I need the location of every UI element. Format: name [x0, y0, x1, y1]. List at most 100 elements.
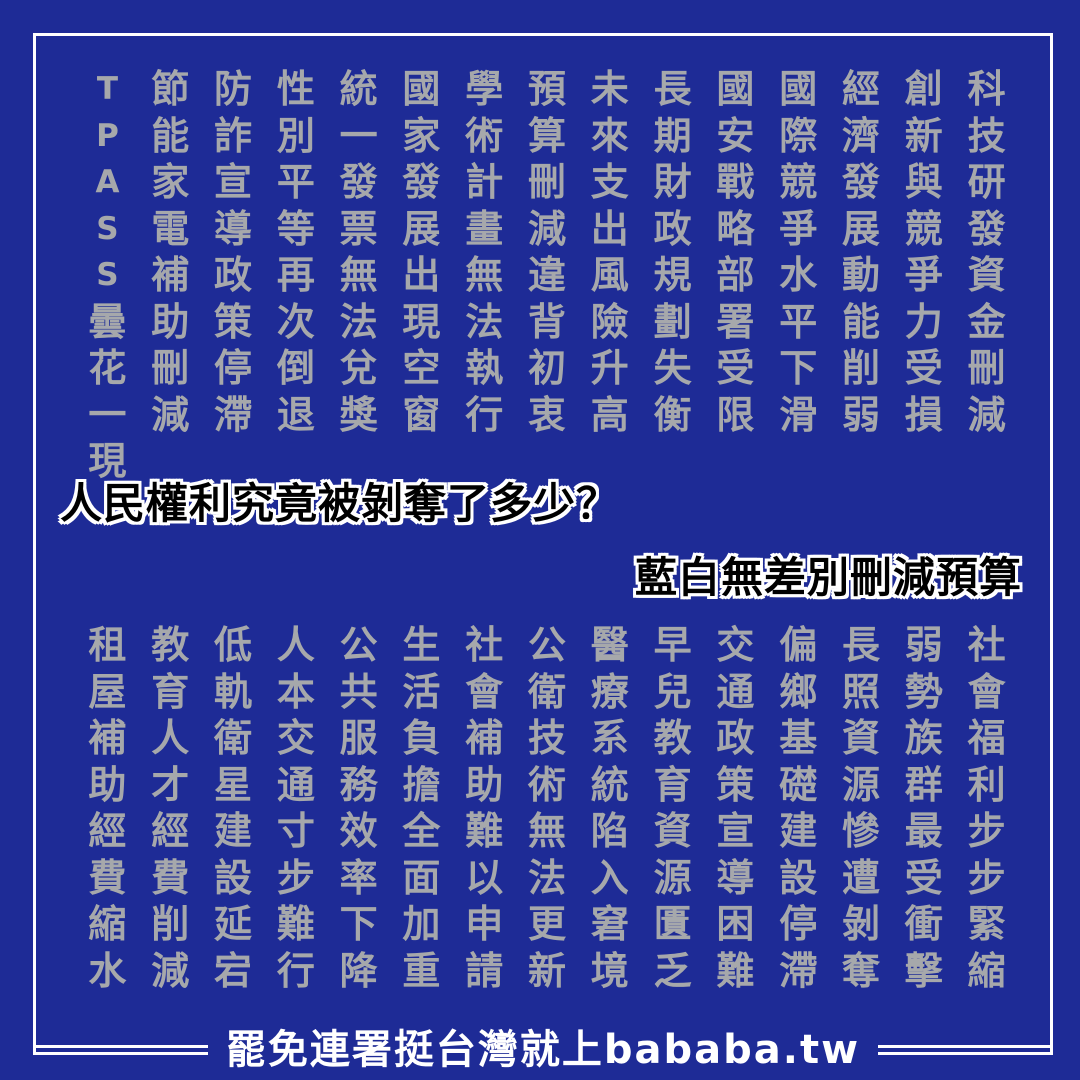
issue-character: 滑 [779, 392, 818, 437]
issue-character: 無 [528, 809, 567, 853]
issue-character: 導 [214, 206, 253, 251]
issue-character: 競 [904, 206, 943, 251]
issue-character: 空 [402, 346, 441, 390]
issue-column: 科技研發資金刪減 [955, 66, 1018, 485]
issue-character: 節 [151, 67, 190, 111]
issue-character: 能 [841, 299, 880, 344]
issue-character: 風 [590, 253, 629, 297]
issue-character: 補 [465, 716, 504, 760]
issue-character: 違 [528, 253, 567, 297]
issue-character: 交 [276, 716, 315, 760]
issue-column: 統一發票無法兌獎 [327, 66, 390, 485]
issue-character: 活 [402, 669, 441, 714]
issue-character: 兒 [653, 669, 692, 714]
issue-character: 建 [779, 809, 818, 853]
issue-column: 弱勢族群最受衝擊 [892, 622, 955, 994]
issue-character: 滯 [779, 948, 818, 993]
issue-character: 下 [779, 346, 818, 390]
issue-character: 衡 [653, 392, 692, 437]
bottom-issue-grid: 社會福利步步緊縮弱勢族群最受衝擊長照資源慘遭剝奪偏鄉基礎建設停滯交通政策宣導困難… [76, 622, 1018, 994]
issue-character: 社 [465, 623, 504, 667]
issue-character: 公 [528, 623, 567, 667]
issue-character: A [95, 164, 120, 200]
issue-character: 部 [716, 253, 755, 297]
issue-character: 政 [653, 206, 692, 251]
issue-character: 行 [276, 948, 315, 993]
issue-character: 低 [214, 623, 253, 667]
issue-character: 失 [653, 346, 692, 390]
issue-character: 支 [590, 160, 629, 204]
issue-column: 低軌衛星建設延宕 [202, 622, 265, 994]
issue-character: 擔 [402, 762, 441, 807]
issue-character: 規 [653, 253, 692, 297]
issue-character: 法 [528, 855, 567, 900]
headline-question: 人民權利究竟被剝奪了多少？ [60, 479, 620, 528]
issue-character: 早 [653, 623, 692, 667]
issue-character: 設 [779, 855, 818, 900]
issue-character: 福 [967, 716, 1006, 760]
issue-character: 縮 [88, 902, 127, 946]
issue-character: 等 [276, 206, 315, 251]
issue-character: 與 [904, 160, 943, 204]
issue-character: S [96, 210, 119, 247]
issue-character: 教 [653, 716, 692, 760]
issue-character: 擊 [904, 948, 943, 993]
issue-character: 展 [841, 206, 880, 251]
issue-character: 助 [88, 762, 127, 807]
issue-character: 技 [528, 716, 567, 760]
issue-character: 際 [779, 113, 818, 158]
issue-character: 勢 [904, 669, 943, 714]
issue-character: 才 [151, 762, 190, 807]
issue-character: 法 [339, 299, 378, 344]
issue-character: 緊 [967, 902, 1006, 946]
issue-character: 術 [528, 762, 567, 807]
issue-character: 加 [402, 902, 441, 946]
issue-character: 照 [841, 669, 880, 714]
issue-character: 資 [841, 716, 880, 760]
issue-character: 下 [339, 902, 378, 946]
issue-character: 停 [214, 346, 253, 390]
issue-column: 國際競爭水平下滑 [767, 66, 830, 485]
issue-character: 背 [528, 299, 567, 344]
issue-character: 受 [904, 855, 943, 900]
issue-character: 本 [276, 669, 315, 714]
issue-character: 計 [465, 160, 504, 204]
issue-character: 步 [967, 809, 1006, 853]
issue-column: 未來支出風險升高 [578, 66, 641, 485]
issue-character: S [96, 257, 119, 293]
issue-character: 水 [779, 253, 818, 297]
issue-character: 全 [402, 809, 441, 853]
issue-column: 醫療系統陷入窘境 [578, 622, 641, 994]
issue-character: 窗 [402, 392, 441, 437]
issue-character: 國 [716, 67, 755, 111]
issue-character: 策 [214, 299, 253, 344]
issue-character: 發 [402, 160, 441, 204]
issue-character: 刪 [528, 160, 567, 204]
issue-character: 務 [339, 762, 378, 807]
issue-character: 服 [339, 716, 378, 760]
issue-character: 展 [402, 206, 441, 251]
issue-character: 新 [904, 113, 943, 158]
issue-character: 能 [151, 113, 190, 158]
issue-character: 滯 [214, 392, 253, 437]
issue-character: 術 [465, 113, 504, 158]
issue-character: 家 [151, 160, 190, 204]
issue-character: 共 [339, 669, 378, 714]
issue-character: 平 [276, 160, 315, 204]
issue-character: 鄉 [779, 669, 818, 714]
issue-character: 刪 [151, 346, 190, 390]
issue-character: 行 [465, 392, 504, 437]
issue-character: 申 [465, 902, 504, 946]
issue-character: 降 [339, 948, 378, 993]
issue-character: 動 [841, 253, 880, 297]
issue-character: 導 [716, 855, 755, 900]
issue-character: 國 [779, 67, 818, 111]
issue-character: 效 [339, 809, 378, 853]
issue-character: 基 [779, 716, 818, 760]
issue-column: 租屋補助經費縮水 [76, 622, 139, 994]
issue-character: 更 [528, 902, 567, 946]
issue-character: 系 [590, 716, 629, 760]
issue-character: 軌 [214, 669, 253, 714]
issue-character: 設 [214, 855, 253, 900]
issue-character: 慘 [841, 809, 880, 853]
